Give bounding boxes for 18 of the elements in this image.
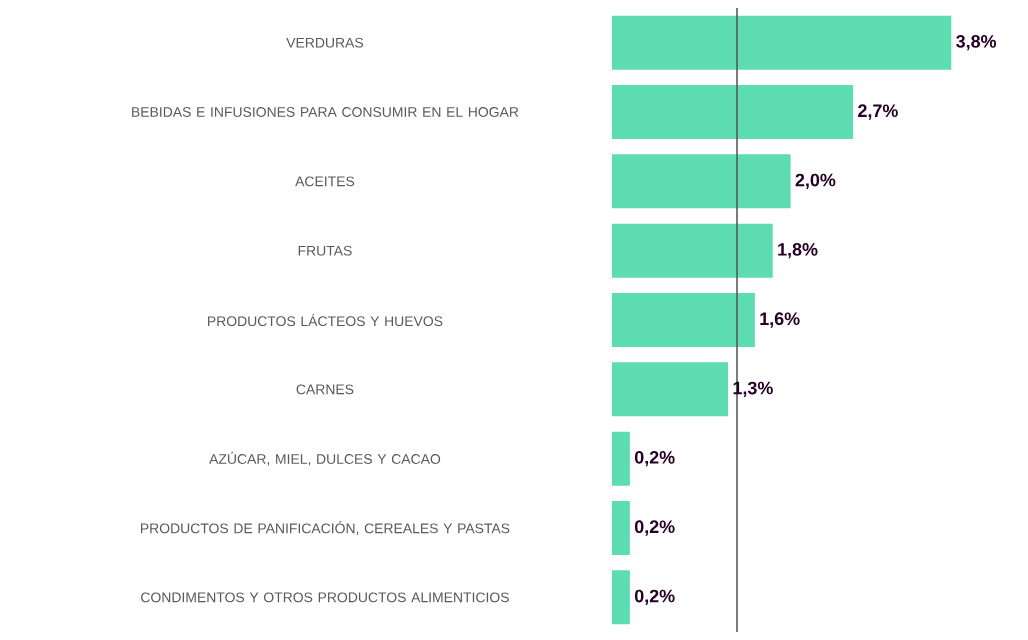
- data-label: 0,2%: [634, 589, 675, 605]
- data-label: 2,7%: [858, 104, 898, 120]
- bar: [612, 362, 729, 417]
- bar: [612, 570, 630, 625]
- data-label: 2,0%: [795, 173, 836, 189]
- data-label: 0,2%: [634, 451, 675, 467]
- data-label: 1,3%: [733, 381, 773, 397]
- data-label: 1,6%: [760, 312, 800, 328]
- bar: [612, 431, 630, 486]
- bar: [612, 154, 791, 209]
- bar: [612, 501, 630, 556]
- bar: [612, 85, 854, 140]
- data-label: 0,2%: [634, 520, 675, 536]
- bar: [612, 293, 755, 348]
- data-label: 1,8%: [778, 243, 818, 259]
- bar: [612, 15, 952, 70]
- data-label: 3,8%: [956, 35, 997, 51]
- bar: [612, 223, 773, 278]
